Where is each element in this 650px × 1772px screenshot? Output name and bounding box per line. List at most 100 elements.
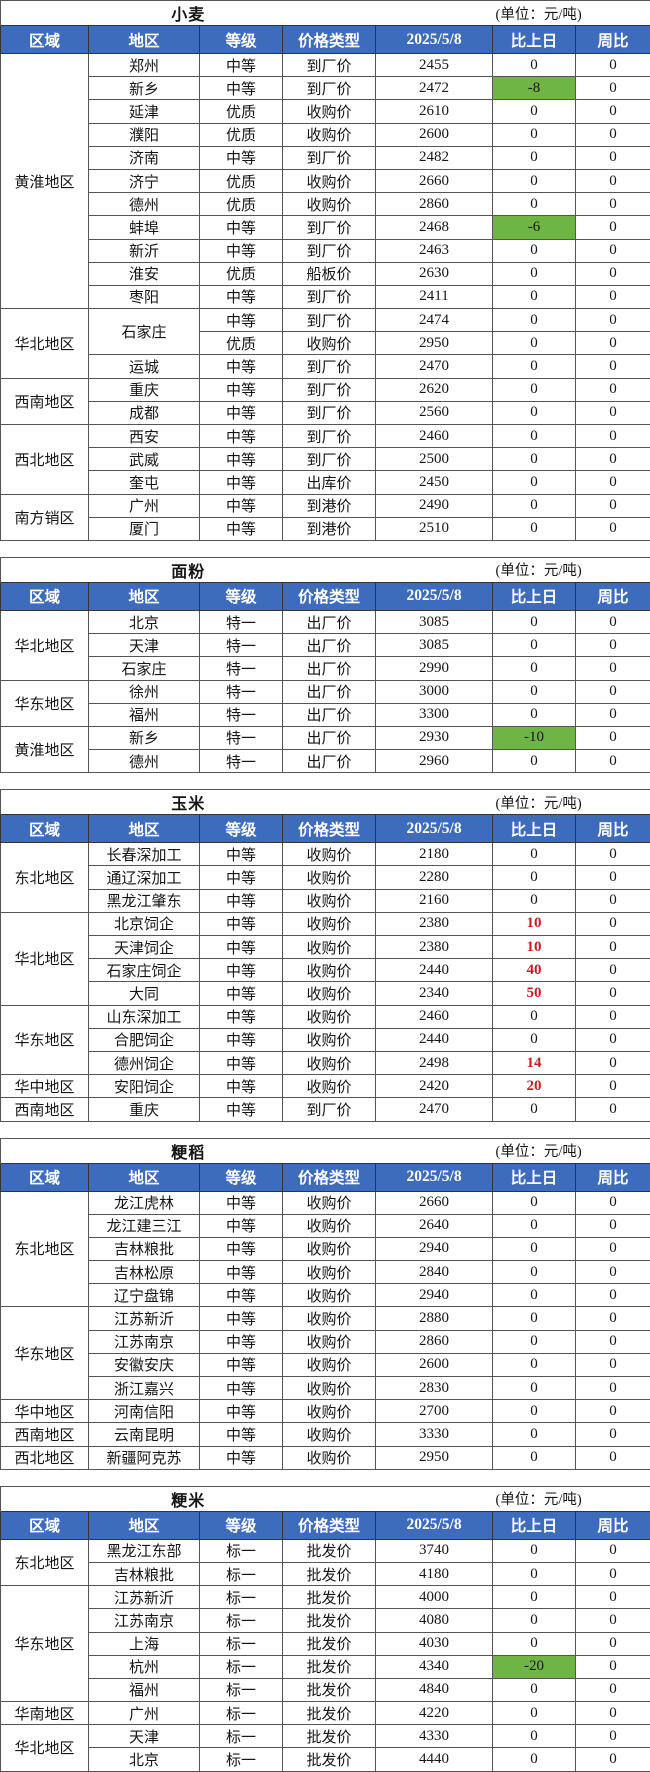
- change-dod-cell: 0: [493, 610, 576, 633]
- column-header: 2025/5/8: [376, 815, 493, 843]
- change-wow-cell: 0: [576, 169, 650, 192]
- change-wow-cell: 0: [576, 1655, 650, 1678]
- place-cell: 江苏新沂: [89, 1307, 200, 1330]
- price-cell: 2500: [376, 448, 493, 471]
- region-cell: 华北地区: [1, 610, 89, 680]
- price-type-cell: 收购价: [283, 843, 376, 866]
- change-wow-cell: 0: [576, 1051, 650, 1074]
- change-wow-cell: 0: [576, 1284, 650, 1307]
- change-wow-cell: 0: [576, 401, 650, 424]
- grade-cell: 中等: [200, 285, 283, 308]
- change-wow-cell: 0: [576, 726, 650, 749]
- column-header: 等级: [200, 1511, 283, 1539]
- grade-cell: 中等: [200, 1051, 283, 1074]
- change-dod-cell: 0: [493, 1400, 576, 1423]
- price-cell: 2420: [376, 1075, 493, 1098]
- grade-cell: 特一: [200, 750, 283, 773]
- place-cell: 济南: [89, 146, 200, 169]
- grade-cell: 中等: [200, 448, 283, 471]
- price-type-cell: 到厂价: [283, 1098, 376, 1121]
- change-wow-cell: 0: [576, 193, 650, 216]
- price-type-cell: 收购价: [283, 123, 376, 146]
- place-cell: 广州: [89, 1702, 200, 1725]
- place-cell: 天津饲企: [89, 936, 200, 959]
- title-spacer: [376, 1, 493, 26]
- grade-cell: 中等: [200, 1353, 283, 1376]
- change-dod-cell: 0: [493, 355, 576, 378]
- change-wow-cell: 0: [576, 54, 650, 77]
- price-type-cell: 收购价: [283, 193, 376, 216]
- price-cell: 2280: [376, 866, 493, 889]
- price-type-cell: 收购价: [283, 1051, 376, 1074]
- change-dod-cell: 0: [493, 425, 576, 448]
- change-dod-cell: 0: [493, 146, 576, 169]
- change-wow-cell: 0: [576, 494, 650, 517]
- price-cell: 2498: [376, 1051, 493, 1074]
- grade-cell: 中等: [200, 1191, 283, 1214]
- place-cell: 浙江嘉兴: [89, 1377, 200, 1400]
- price-cell: 3740: [376, 1539, 493, 1562]
- change-dod-cell: 0: [493, 843, 576, 866]
- grade-cell: 优质: [200, 262, 283, 285]
- change-dod-cell: 0: [493, 1353, 576, 1376]
- grade-cell: 优质: [200, 169, 283, 192]
- place-cell: 新乡: [89, 77, 200, 100]
- price-type-cell: 收购价: [283, 1191, 376, 1214]
- price-cell: 2660: [376, 169, 493, 192]
- change-wow-cell: 0: [576, 216, 650, 239]
- change-wow-cell: 0: [576, 889, 650, 912]
- price-type-cell: 收购价: [283, 1028, 376, 1051]
- price-cell: 2600: [376, 123, 493, 146]
- price-type-cell: 出厂价: [283, 634, 376, 657]
- grade-cell: 中等: [200, 1028, 283, 1051]
- price-type-cell: 到厂价: [283, 355, 376, 378]
- change-wow-cell: 0: [576, 146, 650, 169]
- place-cell: 运城: [89, 355, 200, 378]
- grade-cell: 中等: [200, 401, 283, 424]
- place-cell: 黑龙江肇东: [89, 889, 200, 912]
- place-cell: 长春深加工: [89, 843, 200, 866]
- place-cell: 德州饲企: [89, 1051, 200, 1074]
- change-dod-cell: 10: [493, 912, 576, 935]
- price-type-cell: 收购价: [283, 332, 376, 355]
- region-cell: 西南地区: [1, 1423, 89, 1446]
- grade-cell: 中等: [200, 959, 283, 982]
- price-cell: 2940: [376, 1237, 493, 1260]
- price-type-cell: 收购价: [283, 1005, 376, 1028]
- grade-cell: 中等: [200, 216, 283, 239]
- price-type-cell: 收购价: [283, 1237, 376, 1260]
- price-type-cell: 到厂价: [283, 448, 376, 471]
- place-cell: 重庆: [89, 1098, 200, 1121]
- grade-cell: 优质: [200, 123, 283, 146]
- grade-cell: 特一: [200, 610, 283, 633]
- column-header: 地区: [89, 582, 200, 610]
- place-cell: 安徽安庆: [89, 1353, 200, 1376]
- price-type-cell: 批发价: [283, 1609, 376, 1632]
- place-cell: 新疆阿克苏: [89, 1446, 200, 1469]
- change-dod-cell: 0: [493, 1191, 576, 1214]
- unit-label: (单位：元/吨): [493, 557, 650, 582]
- place-cell: 北京: [89, 1748, 200, 1771]
- price-type-cell: 收购价: [283, 1214, 376, 1237]
- price-cell: 4330: [376, 1725, 493, 1748]
- grade-cell: 特一: [200, 703, 283, 726]
- column-header: 等级: [200, 26, 283, 54]
- price-cell: 2460: [376, 425, 493, 448]
- grade-cell: 中等: [200, 1377, 283, 1400]
